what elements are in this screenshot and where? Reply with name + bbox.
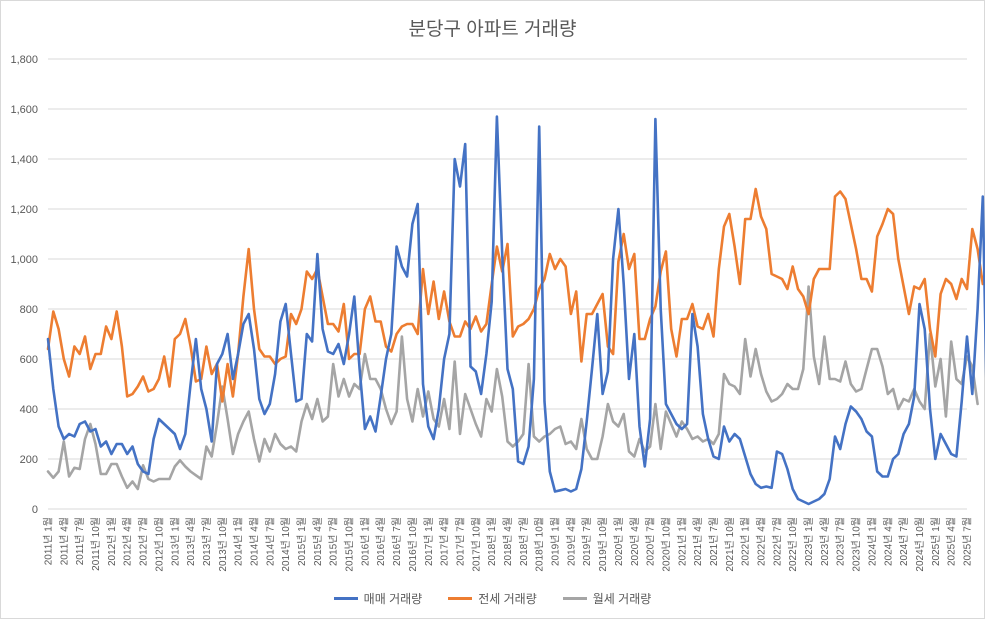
- x-tick-label: 2023년 10월: [851, 517, 863, 572]
- x-tick-label: 2013년 1월: [169, 517, 181, 566]
- x-tick-label: 2022년 10월: [787, 517, 799, 572]
- x-tick-label: 2013년 10월: [217, 517, 229, 572]
- legend-item-jeonse: 전세 거래량: [448, 590, 537, 607]
- x-tick-label: 2016년 10월: [407, 517, 419, 572]
- y-tick-label: 1,200: [10, 204, 38, 216]
- x-tick-label: 2013년 7월: [201, 517, 213, 566]
- legend-label-wolse: 월세 거래량: [592, 592, 652, 606]
- x-tick-label: 2019년 10월: [597, 517, 609, 572]
- x-tick-label: 2020년 1월: [613, 517, 625, 566]
- x-tick-label: 2017년 7월: [454, 517, 466, 566]
- x-tick-label: 2024년 1월: [866, 517, 878, 566]
- x-axis-ticks: 2011년 1월 2011년 4월 2011년 7월 2011년 10월 2012년 1…: [43, 517, 974, 572]
- x-tick-label: 2016년 7월: [391, 517, 403, 566]
- x-tick-label: 2020년 4월: [629, 517, 641, 566]
- series-line: [46, 187, 985, 403]
- legend-swatch-jeonse: [448, 597, 473, 600]
- x-tick-label: 2015년 1월: [296, 517, 308, 566]
- x-tick-label: 2021년 10월: [724, 517, 736, 572]
- x-tick-label: 2024년 4월: [882, 517, 894, 566]
- x-tick-label: 2017년 4월: [439, 517, 451, 566]
- x-tick-label: 2014년 4월: [248, 517, 260, 566]
- x-tick-label: 2018년 7월: [518, 517, 530, 566]
- x-tick-label: 2021년 1월: [676, 517, 688, 566]
- x-tick-label: 2019년 1월: [550, 517, 562, 566]
- y-tick-label: 200: [20, 454, 38, 466]
- y-tick-label: 800: [20, 304, 38, 316]
- x-tick-label: 2023년 7월: [835, 517, 847, 566]
- x-tick-label: 2018년 4월: [502, 517, 514, 566]
- x-tick-label: 2011년 10월: [90, 517, 102, 571]
- x-tick-label: 2015년 7월: [328, 517, 340, 566]
- legend-label-sale: 매매 거래량: [363, 592, 423, 606]
- y-tick-label: 0: [32, 504, 38, 516]
- series-line: [46, 285, 979, 491]
- y-tick-label: 1,600: [10, 104, 38, 116]
- x-tick-label: 2012년 7월: [138, 517, 150, 566]
- chart-title: 분당구 아파트 거래량: [408, 19, 577, 40]
- x-tick-label: 2011년 1월: [43, 517, 55, 565]
- x-tick-label: 2011년 4월: [58, 517, 70, 565]
- x-tick-label: 2021년 4월: [692, 517, 704, 566]
- legend-swatch-wolse: [562, 597, 587, 600]
- x-tick-label: 2022년 7월: [771, 517, 783, 566]
- x-tick-label: 2012년 1월: [106, 517, 118, 566]
- x-tick-label: 2018년 10월: [534, 517, 546, 572]
- legend-label-jeonse: 전세 거래량: [478, 592, 537, 606]
- x-tick-label: 2013년 4월: [185, 517, 197, 566]
- x-tick-label: 2014년 1월: [233, 517, 245, 566]
- legend: 매매 거래량 전세 거래량 월세 거래량: [0, 590, 985, 607]
- x-tick-label: 2012년 10월: [153, 517, 165, 572]
- x-tick-label: 2015년 10월: [344, 517, 356, 572]
- x-tick-label: 2023년 4월: [819, 517, 831, 566]
- x-tick-label: 2023년 1월: [803, 517, 815, 566]
- x-tick-label: 2021년 7월: [708, 517, 720, 566]
- x-tick-label: 2017년 10월: [470, 517, 482, 572]
- y-tick-label: 1,800: [10, 54, 38, 66]
- x-tick-label: 2011년 7월: [74, 517, 86, 565]
- x-tick-label: 2024년 10월: [914, 517, 926, 572]
- x-tick-label: 2022년 1월: [740, 517, 752, 566]
- x-tick-label: 2025년 7월: [962, 517, 974, 566]
- x-tick-label: 2025년 1월: [930, 517, 942, 566]
- x-tick-label: 2018년 1월: [486, 517, 498, 566]
- y-tick-label: 400: [20, 404, 38, 416]
- x-tick-label: 2017년 1월: [423, 517, 435, 566]
- legend-item-sale: 매매 거래량: [333, 590, 423, 607]
- series-lines: [46, 115, 985, 506]
- x-tick-label: 2014년 10월: [280, 517, 292, 572]
- x-tick-label: 2020년 10월: [660, 517, 672, 572]
- x-tick-label: 2025년 4월: [946, 517, 958, 566]
- y-tick-label: 1,000: [10, 254, 38, 266]
- x-tick-label: 2016년 4월: [375, 517, 387, 566]
- x-tick-label: 2019년 4월: [565, 517, 577, 566]
- y-axis-ticks: 0 200 400 600 800 1,000 1,200 1,400 1,600 1,800: [10, 54, 38, 516]
- y-tick-label: 1,400: [10, 154, 38, 166]
- x-tick-label: 2019년 7월: [581, 517, 593, 566]
- x-tick-label: 2012년 4월: [122, 517, 134, 566]
- x-tick-label: 2024년 7월: [898, 517, 910, 566]
- x-tick-label: 2020년 7월: [645, 517, 657, 566]
- series-line: [46, 115, 985, 506]
- legend-item-wolse: 월세 거래량: [562, 590, 652, 607]
- x-tick-label: 2016년 1월: [359, 517, 371, 566]
- x-tick-label: 2015년 4월: [312, 517, 324, 566]
- x-tick-label: 2014년 7월: [264, 517, 276, 566]
- x-tick-label: 2022년 4월: [756, 517, 768, 566]
- y-tick-label: 600: [20, 354, 38, 366]
- legend-swatch-sale: [333, 597, 358, 600]
